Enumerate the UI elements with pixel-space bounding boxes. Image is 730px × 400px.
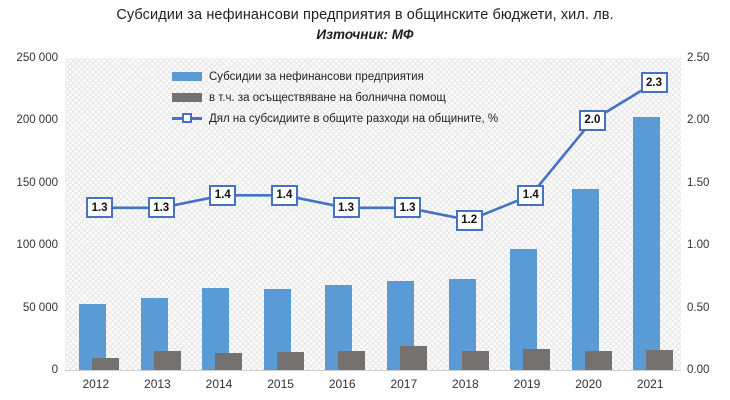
bar-hospital-aid-2018 (461, 351, 489, 370)
bar-subsidies-2020 (571, 189, 599, 370)
legend-swatch-line-marker (172, 113, 202, 124)
bar-hospital-aid-2014 (215, 352, 243, 370)
y-right-tick: 0.00 (687, 364, 710, 376)
share-data-label-2018: 1.2 (455, 209, 483, 231)
square-marker-icon (182, 113, 192, 123)
y-left-tick: 100 000 (16, 239, 58, 252)
bar-hospital-aid-2020 (584, 351, 612, 370)
plot-area: 1.3 1.3 1.4 1.4 1.3 1.3 1.2 1.4 2.0 2.3 (65, 58, 681, 371)
bar-hospital-aid-2019 (523, 348, 551, 370)
share-data-label-2019: 1.4 (517, 184, 545, 206)
legend: Субсидии за нефинансови предприятия в т.… (172, 66, 498, 129)
x-axis-label-2021: 2021 (636, 377, 664, 391)
share-data-label-2012: 1.3 (86, 197, 114, 219)
x-axis-label-2019: 2019 (513, 377, 541, 391)
x-axis-label-2015: 2015 (267, 377, 294, 391)
x-axis-label-2020: 2020 (575, 377, 602, 391)
x-axis-label-2012: 2012 (82, 377, 110, 391)
share-line-path (99, 81, 655, 222)
legend-item-share-line: Дял на субсидиите в общите разходи на об… (172, 108, 498, 129)
share-data-label-2013: 1.3 (147, 197, 175, 219)
bar-hospital-aid-2012 (92, 357, 119, 370)
y-right-tick: 2.00 (687, 114, 710, 127)
bar-subsidies-2021 (633, 116, 661, 370)
y-left-tick: 50 000 (22, 301, 58, 314)
share-data-label-2021: 2.3 (640, 72, 668, 94)
y-right-tick: 1.50 (687, 176, 710, 189)
legend-label: Дял на субсидиите в общите разходи на об… (209, 112, 499, 125)
share-data-label-2015: 1.4 (270, 184, 298, 206)
legend-item-subsidies: Субсидии за нефинансови предприятия (172, 66, 498, 87)
share-data-label-2017: 1.3 (394, 197, 422, 219)
y-right-tick: 0.50 (687, 301, 710, 314)
x-axis-label-2014: 2014 (205, 377, 233, 391)
legend-swatch-gray-bar (172, 93, 202, 102)
y-left-tick: 200 000 (16, 114, 58, 127)
share-data-label-2020: 2.0 (578, 109, 606, 131)
y-right-tick: 1.00 (687, 239, 710, 252)
y-left-tick: 150 000 (16, 176, 58, 189)
x-axis-label-2016: 2016 (328, 377, 356, 391)
legend-label: Субсидии за нефинансови предприятия (209, 70, 424, 83)
bar-hospital-aid-2013 (153, 351, 181, 370)
share-line (99, 81, 655, 222)
bar-hospital-aid-2015 (276, 351, 304, 370)
y-left-tick: 0 (51, 364, 58, 376)
bar-hospital-aid-2021 (646, 350, 674, 370)
x-axis-label-2013: 2013 (144, 377, 171, 391)
chart-subtitle: Източник: МФ (316, 27, 414, 42)
bar-hospital-aid-2017 (400, 346, 427, 370)
legend-label: в т.ч. за осъществяване на болнична помо… (209, 91, 446, 104)
share-data-label-2014: 1.4 (209, 184, 237, 206)
chart-title: Субсидии за нефинансови предприятия в об… (116, 7, 614, 23)
y-right-tick: 2.50 (687, 52, 710, 64)
bar-hospital-aid-2016 (338, 351, 366, 370)
share-data-label-2016: 1.3 (332, 197, 360, 219)
legend-swatch-blue-bar (172, 72, 202, 81)
x-axis-label-2017: 2017 (390, 377, 418, 391)
legend-item-hospital-aid: в т.ч. за осъществяване на болнична помо… (172, 87, 498, 108)
x-axis-label-2018: 2018 (452, 377, 479, 391)
y-left-tick: 250 000 (16, 52, 58, 64)
